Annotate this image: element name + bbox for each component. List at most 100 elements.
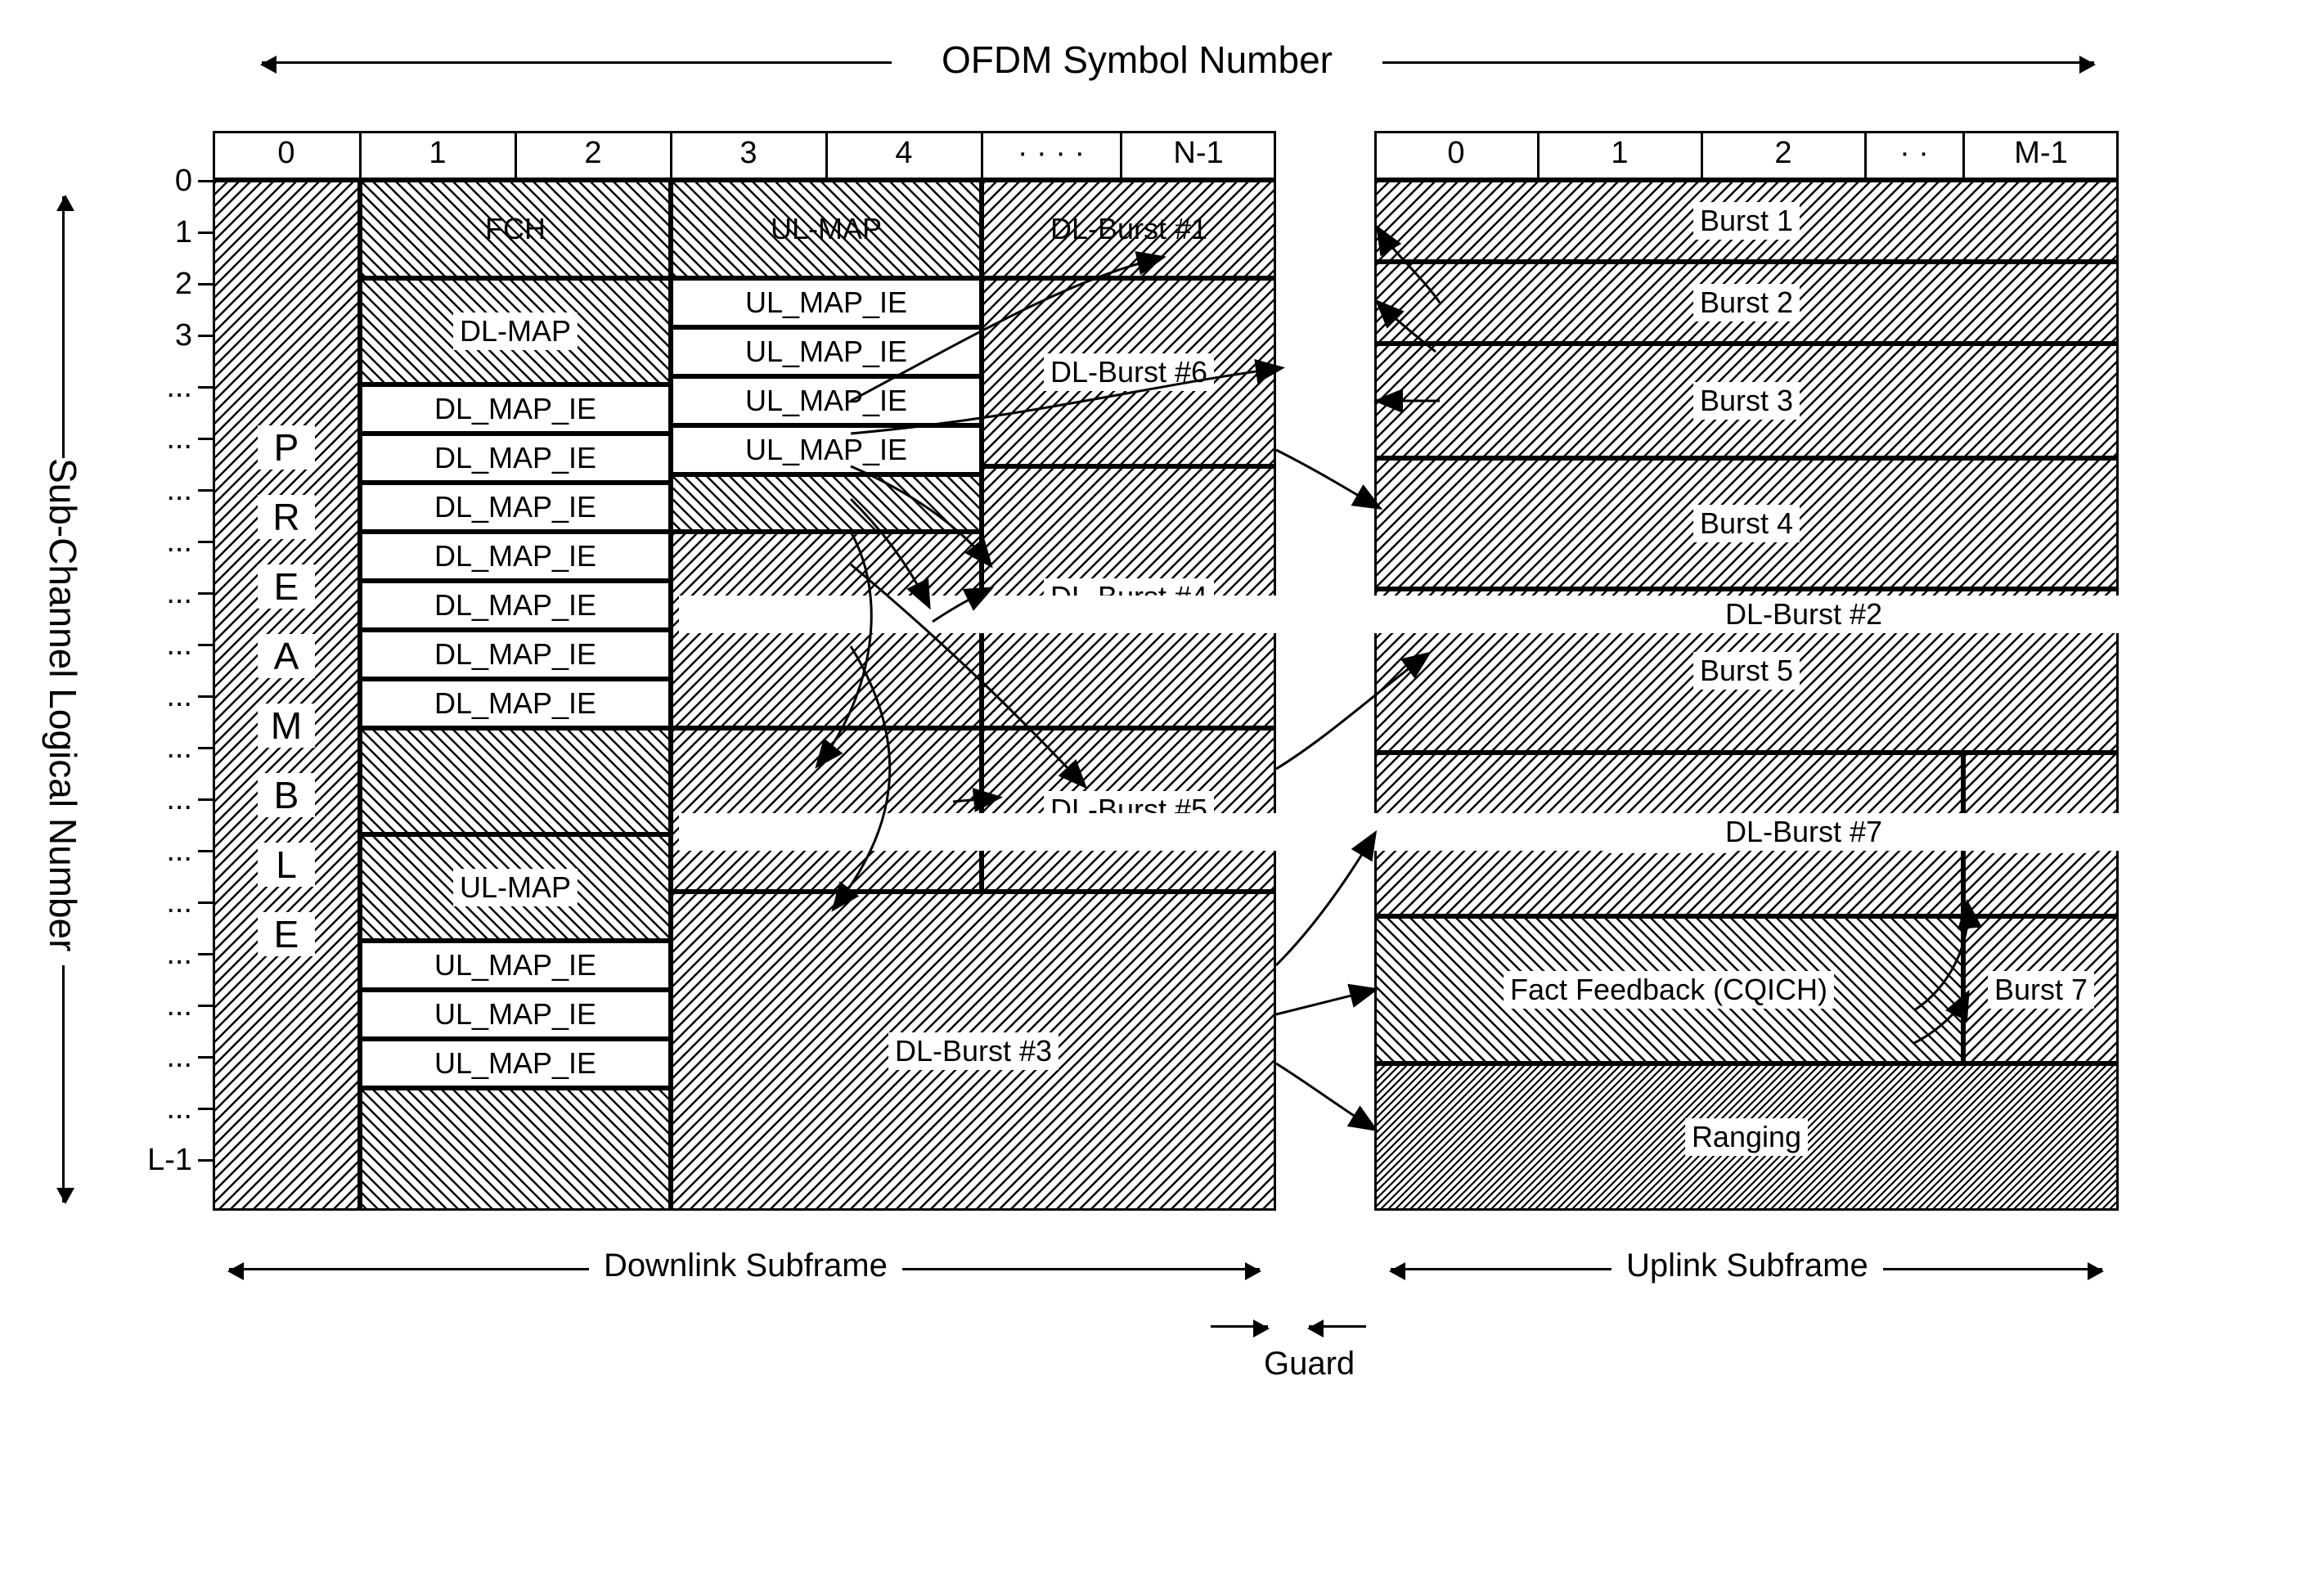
ul-col-2: 2 [1701,136,1865,171]
row-tick-1: 1 [115,215,192,250]
dlmap-ie-3-block: DL_MAP_IE [360,532,671,581]
ul-col-1: 1 [1538,136,1701,171]
burst5-label: Burst 5 [1693,652,1800,690]
dlburst6-label: DL-Burst #6 [1044,353,1214,391]
row-tick-16: ... [115,988,192,1023]
ulmap-ie-top-0-label: UL_MAP_IE [739,284,914,321]
float-label-1: DL-Burst #7 [679,813,2315,851]
axis-label-left: Sub-Channel Logical Number [41,458,85,965]
ranging-label: Ranging [1685,1118,1808,1156]
preamble-letter-4: M [258,704,315,748]
row-tick-18: ... [115,1091,192,1126]
preamble-letter-1: R [258,495,315,539]
dl-subframe-label: Downlink Subframe [589,1248,902,1284]
ul-subframe-label: Uplink Subframe [1612,1248,1883,1284]
ulmap-top-tail-block [671,474,982,532]
ulmap-ie-top-1-label: UL_MAP_IE [739,333,914,371]
dlmap-ie-1-label: DL_MAP_IE [428,439,603,477]
ulmap-ie-top-3-block: UL_MAP_IE [671,425,982,474]
cqich-label: Fact Feedback (CQICH) [1504,971,1834,1009]
row-tick-7: ... [115,524,192,560]
burst7-block: Burst 7 [1963,916,2119,1063]
dlburst5-block: DL-Burst #5 [982,728,1276,892]
ofdm-frame-diagram: OFDM Symbol Number Sub-Channel Logical N… [33,33,2282,1562]
ulmap-ie-1-label: UL_MAP_IE [428,996,603,1033]
burst4-label: Burst 4 [1693,505,1800,542]
row-tick-5: ... [115,421,192,456]
ul-col-3: · · [1865,136,1963,171]
row-tick-2: 2 [115,267,192,302]
ul-col-4: M-1 [1963,136,2119,171]
fch-label: FCH [479,210,552,248]
row-tick-12: ... [115,782,192,817]
preamble-letter-5: B [258,773,315,817]
burst7-label: Burst 7 [1988,971,2094,1009]
ulmap-ie-top-1-block: UL_MAP_IE [671,327,982,376]
dlmap-hdr-label: DL-MAP [453,312,578,350]
preamble-letter-6: L [258,843,315,887]
guard-label: Guard [1264,1346,1355,1382]
burst2-label: Burst 2 [1693,284,1800,321]
dlburst1-block: DL-Burst #1 [982,180,1276,278]
dlmap-ie-5-block: DL_MAP_IE [360,630,671,679]
ulmap-top-label: UL-MAP [764,210,888,248]
ulmap-tail-block [360,1088,671,1211]
dlmap-ie-0-block: DL_MAP_IE [360,384,671,434]
ulmap-ie-2-block: UL_MAP_IE [360,1039,671,1088]
row-tick-6: ... [115,473,192,508]
fch-block: FCH [360,180,671,278]
dl-col-1: 1 [360,136,515,171]
ulmap-ie-0-block: UL_MAP_IE [360,941,671,990]
dlburst6-block: DL-Burst #6 [982,278,1276,466]
ulmap-ie-2-label: UL_MAP_IE [428,1045,603,1082]
dl-col-2: 2 [515,136,671,171]
dlmap-tail-block [360,728,671,834]
dlburst7-block [671,728,982,892]
dlmap-hdr-block: DL-MAP [360,278,671,384]
burst1-block: Burst 1 [1374,180,2119,262]
row-tick-19: L-1 [115,1143,192,1178]
row-tick-4: ... [115,370,192,405]
dl-col-0: 0 [213,136,360,171]
dlmap-ie-2-block: DL_MAP_IE [360,483,671,532]
ulmap-ie-top-3-label: UL_MAP_IE [739,431,914,469]
preamble-letter-3: A [258,634,315,678]
dlburst3-block: DL-Burst #3 [671,892,1276,1211]
row-tick-15: ... [115,937,192,972]
ulmap-ie-top-0-block: UL_MAP_IE [671,278,982,327]
dl-col-4: 4 [826,136,982,171]
dlmap-ie-2-label: DL_MAP_IE [428,488,603,526]
row-tick-9: ... [115,627,192,663]
dlmap-ie-6-label: DL_MAP_IE [428,685,603,722]
ulmap-side-block: UL-MAP [360,834,671,941]
ul-col-0: 0 [1374,136,1538,171]
burst3-block: Burst 3 [1374,344,2119,458]
row-tick-11: ... [115,731,192,766]
row-tick-10: ... [115,679,192,714]
dlmap-ie-6-block: DL_MAP_IE [360,679,671,728]
ulmap-side-label: UL-MAP [453,869,578,906]
dlmap-ie-3-label: DL_MAP_IE [428,537,603,575]
dlmap-ie-5-label: DL_MAP_IE [428,636,603,673]
dlmap-ie-0-label: DL_MAP_IE [428,390,603,428]
preamble-block [213,180,360,1211]
row-tick-8: ... [115,576,192,611]
burst1-label: Burst 1 [1693,202,1800,240]
burst4-block: Burst 4 [1374,458,2119,589]
cqich-block: Fact Feedback (CQICH) [1374,916,1963,1063]
row-tick-3: 3 [115,318,192,353]
dlmap-ie-4-label: DL_MAP_IE [428,587,603,624]
dlburst1-label: DL-Burst #1 [1044,210,1214,248]
burst3-label: Burst 3 [1693,382,1800,420]
ulmap-top-block: UL-MAP [671,180,982,278]
dlburst3-label: DL-Burst #3 [888,1032,1059,1070]
dl-col-6: N-1 [1121,136,1276,171]
row-tick-14: ... [115,885,192,920]
row-tick-0: 0 [115,164,192,199]
dl-col-5: · · · · [982,136,1121,171]
float-label-0: DL-Burst #2 [679,596,2315,633]
dl-col-3: 3 [671,136,826,171]
preamble-letter-2: E [258,564,315,609]
row-tick-17: ... [115,1040,192,1075]
axis-label-top: OFDM Symbol Number [892,38,1382,82]
